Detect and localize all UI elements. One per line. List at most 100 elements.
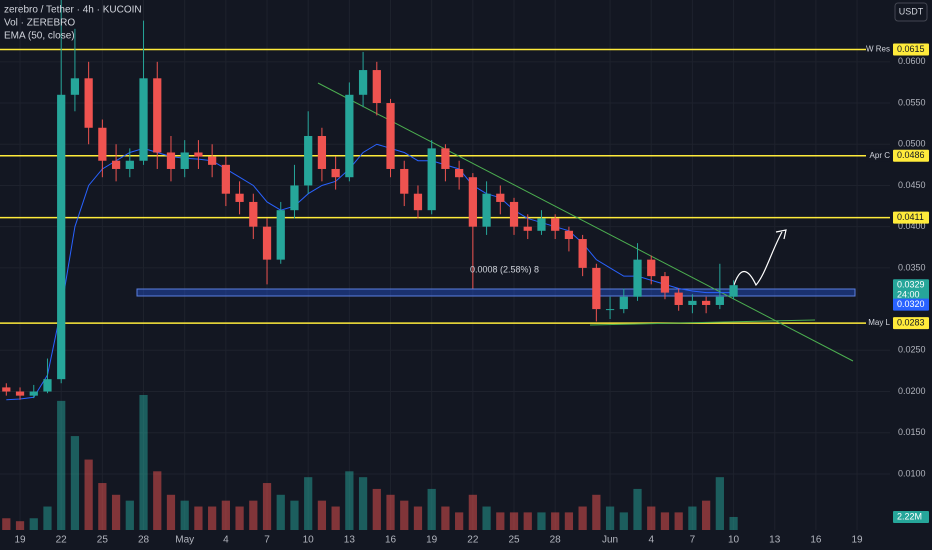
volume-bar <box>125 500 134 530</box>
currency-button[interactable] <box>894 2 928 22</box>
volume-bar <box>57 400 66 530</box>
volume-bar <box>578 506 587 530</box>
y-tick-label: 0.0550 <box>898 97 926 107</box>
volume-bar <box>290 500 299 530</box>
x-tick-label: 10 <box>728 535 740 546</box>
candle-body <box>386 103 395 169</box>
x-tick-label: 22 <box>56 535 68 546</box>
x-tick-label: 7 <box>264 535 270 546</box>
volume-bar <box>400 500 409 530</box>
candle-body <box>372 70 381 104</box>
x-tick-label: 4 <box>223 535 229 546</box>
volume-bar <box>427 488 436 530</box>
ema-title: EMA (50, close) <box>4 31 75 42</box>
measure-label: 0.0008 (2.58%) 8 <box>470 264 539 274</box>
volume-bar <box>592 494 601 530</box>
y-tick-label: 0.0350 <box>898 262 926 272</box>
volume-bar <box>166 494 176 530</box>
volume-last: 2.22M <box>897 511 922 521</box>
volume-bar <box>331 506 340 530</box>
level-price: 0.0411 <box>897 212 924 222</box>
candle-body <box>43 379 52 392</box>
volume-bar <box>262 483 272 530</box>
ema-layer <box>6 143 734 401</box>
level-name: May L <box>868 318 890 327</box>
candle-body <box>153 78 162 153</box>
level-name: W Res <box>866 45 890 54</box>
candle-body <box>413 193 423 211</box>
candle-body <box>688 300 697 305</box>
volume-bar <box>496 512 505 530</box>
volume-bar <box>482 506 491 530</box>
candle-body <box>633 259 642 297</box>
candle-body <box>578 239 587 268</box>
y-tick-label: 0.0100 <box>898 468 926 478</box>
volume-bar <box>633 488 642 530</box>
candle-body <box>70 78 80 95</box>
candle-body <box>715 296 724 305</box>
trend-line <box>317 82 854 362</box>
volume-pane <box>2 395 738 530</box>
level-price-box <box>893 317 929 330</box>
y-tick-label: 0.0500 <box>898 139 926 149</box>
candle-body <box>455 168 464 178</box>
volume-bar <box>358 477 368 530</box>
candle-body <box>139 78 148 161</box>
volume-bar <box>111 494 121 530</box>
volume-bar <box>235 506 244 530</box>
volume-bar <box>386 494 395 530</box>
x-tick-label: 19 <box>852 535 864 546</box>
volume-bar <box>674 512 683 530</box>
volume-bar <box>605 506 615 530</box>
volume-bar <box>276 494 285 530</box>
volume-bar <box>180 500 189 530</box>
candle-body <box>551 218 560 231</box>
candle-body <box>166 152 176 169</box>
candle-body <box>111 160 121 169</box>
volume-bar <box>43 506 52 530</box>
volume-bar <box>564 512 574 530</box>
last-price-box <box>893 279 929 302</box>
candle-body <box>358 70 368 95</box>
level-price-box <box>893 211 929 224</box>
volume-bar <box>249 500 258 530</box>
candle-body <box>194 152 203 157</box>
axis-labels: 19 22 25 28 May 4 7 10 13 16 19 22 25 28 Jun 4 7 10 13 16 19… <box>14 43 929 546</box>
volume-bar <box>441 506 450 530</box>
candle-body <box>468 177 477 227</box>
volume-bar <box>647 506 656 530</box>
x-tick-label: 25 <box>508 535 520 546</box>
last-price: 0.0329 <box>897 280 925 290</box>
volume-bar <box>139 395 148 530</box>
candle-body <box>290 185 299 211</box>
volume-bar <box>523 512 532 530</box>
candle-body <box>537 218 546 231</box>
volume-bar <box>537 512 546 530</box>
volume-bar <box>84 459 93 530</box>
x-tick-label: 28 <box>550 535 562 546</box>
candle-body <box>331 168 340 178</box>
ema-price-box <box>893 298 929 311</box>
y-tick-label: 0.0150 <box>898 427 926 437</box>
x-tick-label: Jun <box>602 535 618 546</box>
volume-bar <box>551 512 560 530</box>
candle-body <box>304 136 313 186</box>
x-tick-label: 13 <box>344 535 356 546</box>
x-tick-label: 16 <box>385 535 397 546</box>
level-price: 0.0615 <box>897 44 925 54</box>
symbol-title: zerebro / Tether · 4h · KUCOIN <box>4 5 142 16</box>
volume-bar <box>660 512 670 530</box>
candle-body <box>180 152 189 169</box>
level-price-box <box>893 43 929 56</box>
currency-label[interactable]: USDT <box>899 6 924 16</box>
time-axis <box>0 530 932 550</box>
level-price: 0.0283 <box>897 317 925 327</box>
level-name-box <box>866 43 892 56</box>
support-line <box>589 319 816 326</box>
candle-body <box>29 391 38 396</box>
x-tick-label: 13 <box>769 535 781 546</box>
volume-bar <box>70 436 80 530</box>
x-tick-label: 28 <box>138 535 150 546</box>
volume-bar <box>221 500 230 530</box>
candle-body <box>564 230 574 240</box>
